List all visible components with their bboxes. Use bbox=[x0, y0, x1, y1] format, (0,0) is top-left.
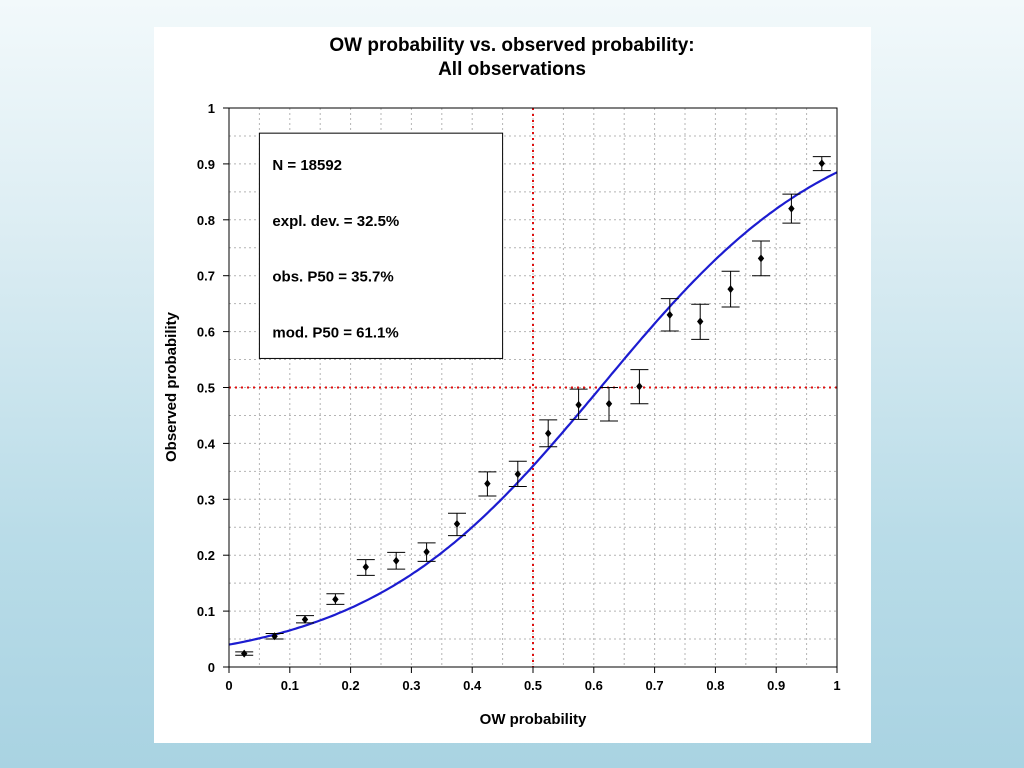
data-point bbox=[545, 429, 552, 438]
data-point-group bbox=[600, 387, 618, 422]
scatter-chart: OW probability vs. observed probability:… bbox=[163, 35, 841, 728]
data-point-group bbox=[569, 388, 588, 420]
data-point bbox=[666, 310, 673, 319]
chart-subtitle: All observations bbox=[438, 59, 586, 80]
x-tick-label: 0.4 bbox=[463, 678, 482, 693]
stats-box-frame bbox=[258, 132, 504, 359]
stats-line: expl. dev. = 32.5% bbox=[272, 213, 399, 230]
y-tick-label: 0.4 bbox=[197, 436, 216, 451]
data-point bbox=[697, 317, 704, 326]
y-tick-label: 1 bbox=[208, 101, 215, 116]
data-point bbox=[788, 204, 795, 213]
fitted-curve bbox=[228, 171, 838, 646]
data-point-group bbox=[752, 240, 770, 277]
data-point bbox=[636, 382, 643, 391]
x-tick-label: 0.6 bbox=[585, 678, 603, 693]
data-point bbox=[484, 479, 491, 488]
fitted-curve-line bbox=[228, 171, 838, 646]
x-tick-label: 0.5 bbox=[524, 678, 542, 693]
stats-box: N = 18592 expl. dev. = 32.5% obs. P50 = 35… bbox=[258, 132, 504, 359]
y-tick-label: 0.8 bbox=[197, 213, 215, 228]
data-point-group bbox=[296, 615, 314, 624]
y-tick-label: 0.5 bbox=[197, 381, 215, 396]
x-tick-label: 0.1 bbox=[281, 678, 299, 693]
y-tick-label: 0.1 bbox=[197, 604, 215, 619]
stats-line: obs. P50 = 35.7% bbox=[272, 269, 393, 286]
data-point-group bbox=[508, 460, 527, 487]
data-point-group bbox=[660, 298, 679, 332]
x-tick-label: 0 bbox=[225, 678, 232, 693]
y-tick-label: 0.6 bbox=[197, 325, 215, 340]
data-point bbox=[575, 400, 582, 409]
data-point bbox=[271, 632, 278, 641]
x-tick-label: 0.8 bbox=[706, 678, 724, 693]
data-point-group bbox=[478, 471, 497, 497]
data-point-group bbox=[326, 593, 345, 605]
x-tick-label: 0.3 bbox=[402, 678, 420, 693]
data-point-group bbox=[387, 551, 406, 570]
y-tick-label: 0.3 bbox=[197, 492, 215, 507]
data-points bbox=[235, 156, 831, 658]
x-tick-label: 0.9 bbox=[767, 678, 785, 693]
data-point bbox=[241, 649, 248, 658]
data-point-group bbox=[356, 559, 375, 576]
y-tick-label: 0.9 bbox=[197, 157, 215, 172]
data-point bbox=[727, 285, 734, 294]
data-point-group bbox=[265, 632, 284, 641]
x-axis-label: OW probability bbox=[480, 711, 587, 728]
stats-line: mod. P50 = 61.1% bbox=[272, 325, 398, 342]
data-point-group bbox=[448, 512, 466, 537]
data-point-group bbox=[630, 369, 649, 405]
chart-title: OW probability vs. observed probability: bbox=[329, 35, 694, 56]
data-point-group bbox=[235, 649, 254, 658]
data-point bbox=[301, 615, 309, 624]
data-point-group bbox=[691, 303, 710, 340]
data-point bbox=[757, 254, 765, 263]
y-tick-label: 0 bbox=[208, 660, 215, 675]
x-tick-label: 1 bbox=[833, 678, 840, 693]
data-point bbox=[423, 547, 430, 556]
y-tick-label: 0.7 bbox=[197, 269, 215, 284]
data-point-group bbox=[417, 542, 436, 562]
data-point bbox=[453, 519, 461, 528]
data-point bbox=[332, 595, 339, 604]
stats-line: N = 18592 bbox=[272, 157, 342, 174]
chart-panel: OW probability vs. observed probability:… bbox=[154, 27, 871, 743]
data-point bbox=[818, 159, 825, 168]
data-point-group bbox=[812, 156, 831, 172]
x-tick-label: 0.2 bbox=[342, 678, 360, 693]
x-tick-label: 0.7 bbox=[646, 678, 664, 693]
y-tick-label: 0.2 bbox=[197, 548, 215, 563]
data-point-group bbox=[782, 193, 801, 224]
data-point bbox=[393, 556, 400, 565]
y-axis-label: Observed probability bbox=[163, 311, 180, 462]
axis-ticks: 0 0.1 0.2 0.3 0.4 0.5 0.6 0.7 0.8 0.9 1 0 0.1 0.2 0.3 0… bbox=[197, 101, 841, 693]
data-point bbox=[605, 399, 613, 408]
data-point bbox=[362, 562, 369, 571]
data-point-group bbox=[721, 270, 740, 308]
